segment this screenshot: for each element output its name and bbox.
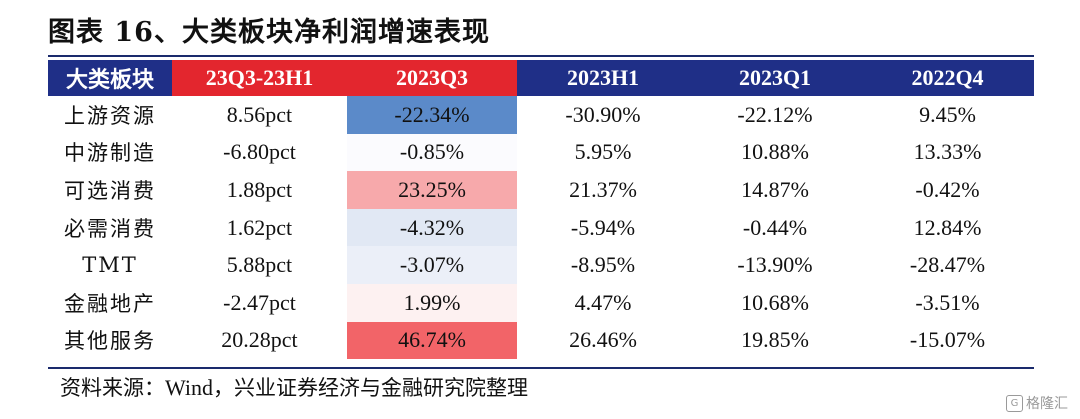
table-row: 可选消费 1.88pct 23.25% 21.37% 14.87% -0.42%: [48, 171, 1034, 209]
source-wind: Wind: [165, 375, 213, 400]
sector-name: 上游资源: [64, 103, 156, 128]
sector-name: 必需消费: [64, 216, 156, 241]
table-row: TMT 5.88pct -3.07% -8.95% -13.90% -28.47…: [48, 246, 1034, 284]
q3-cell: -0.85%: [347, 133, 517, 172]
q4-cell: 9.45%: [919, 101, 976, 127]
header-2023q3: 2023Q3: [347, 60, 517, 96]
sector-name: 可选消费: [64, 178, 156, 203]
header-2023h1: 2023H1: [517, 60, 689, 96]
diff-cell: 1.88pct: [226, 176, 293, 202]
diff-cell: 1.62pct: [226, 214, 293, 240]
q3-cell: 46.74%: [347, 321, 517, 360]
q3-cell: -4.32%: [347, 208, 517, 247]
diff-cell: 8.56pct: [226, 101, 293, 127]
watermark: G 格隆汇: [1006, 393, 1068, 413]
q1-cell: 19.85%: [741, 327, 809, 353]
table-row: 其他服务 20.28pct 46.74% 26.46% 19.85% -15.0…: [48, 321, 1034, 360]
q1-cell: -0.44%: [742, 214, 808, 240]
q4-cell: 12.84%: [913, 214, 982, 240]
q1-cell: 10.68%: [741, 289, 809, 315]
table-row: 必需消费 1.62pct -4.32% -5.94% -0.44% 12.84%: [48, 208, 1034, 247]
table-row: 金融地产 -2.47pct 1.99% 4.47% 10.68% -3.51%: [48, 283, 1034, 322]
diff-cell: -6.80pct: [223, 139, 296, 165]
growth-table: 大类板块 23Q3-23H1 2023Q3 2023H1 2023Q1 2022…: [48, 60, 1034, 360]
table-title: 图表 16、大类板块净利润增速表现: [48, 17, 490, 48]
q3-cell: -22.34%: [347, 96, 517, 134]
q1-cell: 10.88%: [741, 139, 809, 165]
sector-name: 中游制造: [64, 141, 156, 166]
diff-cell: -2.47pct: [223, 289, 296, 315]
q3-cell: 1.99%: [347, 283, 517, 322]
watermark-text: 格隆汇: [1026, 396, 1068, 412]
q4-cell: -3.51%: [915, 289, 980, 315]
h1-cell: 4.47%: [574, 289, 632, 315]
table-bottom-divider: [48, 367, 1034, 369]
diff-cell: 5.88pct: [226, 252, 293, 278]
source-prefix: 资料来源：: [60, 376, 165, 400]
header-diff: 23Q3-23H1: [172, 60, 347, 96]
h1-cell: 21.37%: [569, 176, 637, 202]
q4-cell: -0.42%: [915, 176, 980, 202]
sector-name: 金融地产: [64, 291, 156, 316]
h1-cell: -8.95%: [570, 252, 636, 278]
q3-cell: -3.07%: [347, 246, 517, 284]
h1-cell: 5.95%: [574, 139, 632, 165]
h1-cell: 26.46%: [569, 327, 637, 353]
q4-cell: 13.33%: [913, 139, 982, 165]
header-2022q4: 2022Q4: [861, 60, 1034, 96]
q1-cell: -13.90%: [737, 252, 813, 278]
q1-cell: -22.12%: [737, 101, 813, 127]
title-divider: [48, 55, 1034, 57]
source-suffix: ，兴业证券经济与金融研究院整理: [213, 376, 528, 400]
header-row: 大类板块 23Q3-23H1 2023Q3 2023H1 2023Q1 2022…: [48, 60, 1034, 96]
table-row: 中游制造 -6.80pct -0.85% 5.95% 10.88% 13.33%: [48, 133, 1034, 172]
header-sector: 大类板块: [48, 60, 172, 96]
diff-cell: 20.28pct: [221, 327, 298, 353]
q4-cell: -15.07%: [909, 327, 986, 353]
source-note: 资料来源：Wind，兴业证券经济与金融研究院整理: [60, 372, 528, 402]
sector-name: 其他服务: [64, 329, 156, 354]
h1-cell: -5.94%: [570, 214, 636, 240]
table-row: 上游资源 8.56pct -22.34% -30.90% -22.12% 9.4…: [48, 96, 1034, 134]
q4-cell: -28.47%: [909, 252, 986, 278]
h1-cell: -30.90%: [565, 101, 641, 127]
watermark-logo-icon: G: [1006, 394, 1023, 412]
q3-cell: 23.25%: [347, 171, 517, 209]
sector-name: TMT: [82, 253, 138, 278]
header-2023q1: 2023Q1: [689, 60, 861, 96]
q1-cell: 14.87%: [741, 176, 809, 202]
